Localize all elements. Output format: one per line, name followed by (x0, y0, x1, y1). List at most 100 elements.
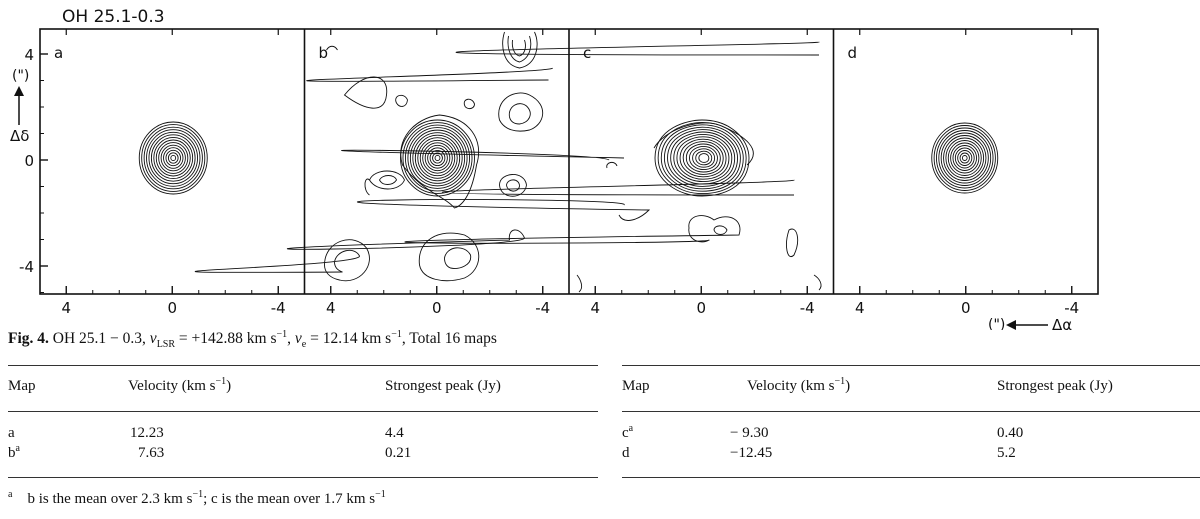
caption-exp-2: −1 (391, 328, 402, 340)
source-contours (402, 122, 473, 194)
table-row-velocity: 12.23 (130, 425, 164, 441)
table-header-velocity: Velocity (km s−1) (128, 376, 232, 395)
source-contours (954, 147, 975, 169)
x-tick-label: -4 (800, 299, 815, 317)
source-contours (141, 124, 206, 192)
source-contours (952, 145, 977, 171)
source-contours (676, 136, 730, 180)
source-contours (158, 142, 189, 174)
source-contours (412, 132, 463, 184)
y-tick-label: -4 (19, 258, 34, 276)
source-contours (689, 145, 718, 171)
source-contours (933, 125, 996, 191)
contour-line (368, 170, 405, 190)
table-row-peak: 4.4 (385, 425, 404, 441)
table-header-peak: Strongest peak (Jy) (997, 378, 1113, 394)
x-tick-label: 0 (961, 299, 971, 317)
source-contours (670, 131, 736, 185)
y-axis-arrowhead (14, 86, 24, 96)
x-tick-label: 0 (167, 299, 177, 317)
x-tick-label: 0 (432, 299, 442, 317)
x-tick-label: -4 (1064, 299, 1079, 317)
table-footnote: a b is the mean over 2.3 km s−1; c is th… (8, 489, 386, 508)
contour-line (498, 92, 544, 132)
source-contours (943, 135, 987, 181)
table-rule-top (8, 365, 598, 366)
y-tick-label: 4 (24, 46, 34, 64)
source-contours (165, 149, 181, 167)
contour-line (813, 274, 822, 291)
table-rule-bottom (8, 477, 598, 478)
source-contours (146, 129, 201, 187)
source-contours (679, 138, 727, 178)
contour-line (441, 179, 795, 196)
contour-line (713, 225, 728, 235)
source-contours (685, 143, 721, 173)
source-contours (160, 144, 186, 172)
source-contours (695, 150, 713, 166)
source-contours (663, 126, 741, 190)
contour-line (404, 215, 741, 244)
y-tick-label: 0 (24, 152, 34, 170)
table-row-map: ba (8, 443, 20, 462)
contour-line (326, 45, 338, 51)
table-row-peak: 0.21 (385, 445, 412, 461)
source-contours (404, 124, 471, 192)
contour-line (499, 174, 527, 197)
table-row-peak: 0.40 (997, 425, 1024, 441)
table-rule-top (622, 365, 1200, 366)
table-header-peak: Strongest peak (Jy) (385, 378, 501, 394)
contour-line (341, 149, 625, 161)
x-axis-unit: (") (988, 317, 1005, 330)
contour-line (343, 76, 387, 109)
panel-label: c (583, 44, 591, 62)
table-row-map: ca (622, 423, 634, 442)
x-tick-label: 4 (61, 299, 71, 317)
footnote-marker: a (8, 489, 13, 500)
contour-line (357, 199, 651, 221)
source-contours (947, 140, 982, 176)
contour-line (576, 274, 583, 293)
panel-label: d (848, 44, 858, 62)
table-header-velocity: Velocity (km s−1) (747, 376, 851, 395)
source-contours (692, 148, 716, 168)
source-contours (950, 142, 980, 174)
caption-exp-1: −1 (276, 328, 288, 340)
contour-line (507, 35, 532, 63)
source-contours (429, 149, 446, 167)
x-tick-label: 4 (590, 299, 600, 317)
source-contours (961, 155, 968, 161)
table-row-velocity: 7.63 (138, 445, 165, 461)
contour-line (364, 178, 370, 196)
table-header-map: Map (8, 378, 36, 394)
figure-caption: Fig. 4. OH 25.1 − 0.3, vLSR = +142.88 km… (8, 328, 497, 351)
source-contours (407, 127, 468, 189)
source-contours (170, 154, 177, 162)
contour-line (463, 98, 475, 110)
contour-line (395, 94, 408, 107)
source-contours (400, 119, 475, 197)
caption-vlsr: v (149, 330, 157, 347)
source-contours (409, 129, 466, 187)
source-contours (660, 124, 744, 192)
source-contours (417, 137, 458, 179)
y-axis-unit: (") (12, 68, 29, 84)
x-axis-symbol: Δα (1052, 316, 1072, 330)
caption-total: , Total 16 maps (401, 330, 497, 347)
contour-line (378, 175, 397, 185)
caption-ve-sub: e (301, 339, 307, 351)
table-row-map: d (622, 445, 630, 461)
contour-map-figure: OH 25.1-0.3 4 0 -4 (") Δδ 4 0 -4 a 4 0 -4 b 4 0 -4 c 4 0 -4 d… (10, 7, 1099, 330)
source-contours (938, 130, 992, 186)
table-rule-mid (8, 411, 598, 412)
source-contours (148, 131, 198, 185)
table-row-velocity: −12.45 (730, 445, 773, 461)
source-contours (414, 134, 461, 182)
caption-ve-value: = 12.14 km s (306, 330, 392, 347)
table-row-velocity: − 9.30 (730, 425, 769, 441)
source-contours (155, 139, 191, 177)
source-contours (657, 121, 747, 195)
x-tick-label: 4 (855, 299, 865, 317)
source-contours (163, 147, 184, 169)
x-tick-label: -4 (535, 299, 550, 317)
